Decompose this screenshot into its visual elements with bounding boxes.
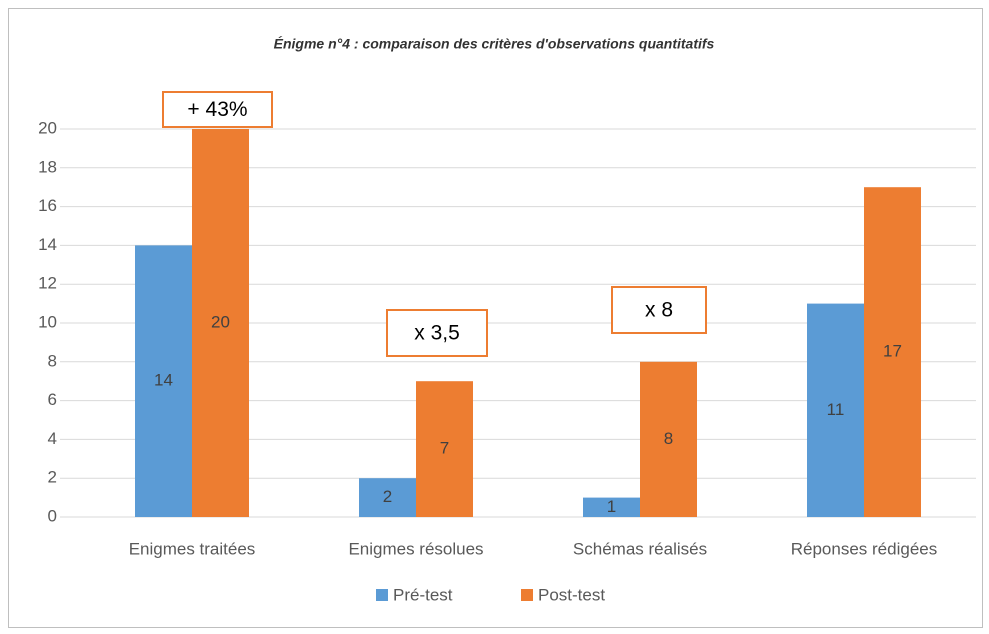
data-label: 8: [664, 429, 673, 448]
bar: [864, 187, 921, 517]
bar: [192, 129, 249, 517]
y-tick-label: 12: [38, 274, 57, 293]
annotation-box: [611, 286, 707, 334]
data-label: 14: [154, 371, 173, 390]
data-label: 11: [827, 400, 845, 419]
data-label: 2: [383, 487, 392, 506]
legend-swatch: [376, 589, 388, 601]
y-tick-label: 18: [38, 157, 57, 176]
x-tick-label: Enigmes traitées: [129, 539, 256, 558]
legend-label: Post-test: [538, 585, 605, 604]
x-tick-label: Schémas réalisés: [573, 539, 707, 558]
legend-label: Pré-test: [393, 585, 453, 604]
data-label: 1: [607, 497, 616, 516]
annotation: + 43%: [187, 98, 247, 121]
data-label: 17: [883, 342, 902, 361]
data-label: 7: [440, 439, 449, 458]
y-tick-label: 0: [48, 506, 57, 525]
y-tick-label: 14: [38, 235, 57, 254]
annotation-box: [162, 91, 273, 128]
data-label: 20: [211, 312, 230, 331]
y-tick-label: 4: [48, 429, 57, 448]
y-tick-label: 20: [38, 118, 57, 137]
y-tick-label: 8: [48, 351, 57, 370]
bar: [807, 303, 864, 517]
bar: [416, 381, 473, 517]
y-tick-label: 2: [48, 468, 57, 487]
x-tick-label: Enigmes résolues: [348, 539, 483, 558]
legend-swatch: [521, 589, 533, 601]
annotation-box: [386, 309, 488, 357]
bar: [583, 497, 640, 517]
y-tick-label: 6: [48, 390, 57, 409]
annotation: x 3,5: [414, 322, 460, 345]
x-tick-label: Réponses rédigées: [791, 539, 937, 558]
chart-title: Énigme n°4 : comparaison des critères d'…: [274, 36, 715, 52]
y-tick-label: 16: [38, 196, 57, 215]
annotation: x 8: [645, 299, 673, 322]
bar: [640, 361, 697, 517]
bar: [359, 478, 416, 517]
bar: [135, 245, 192, 517]
y-tick-label: 10: [38, 312, 57, 331]
